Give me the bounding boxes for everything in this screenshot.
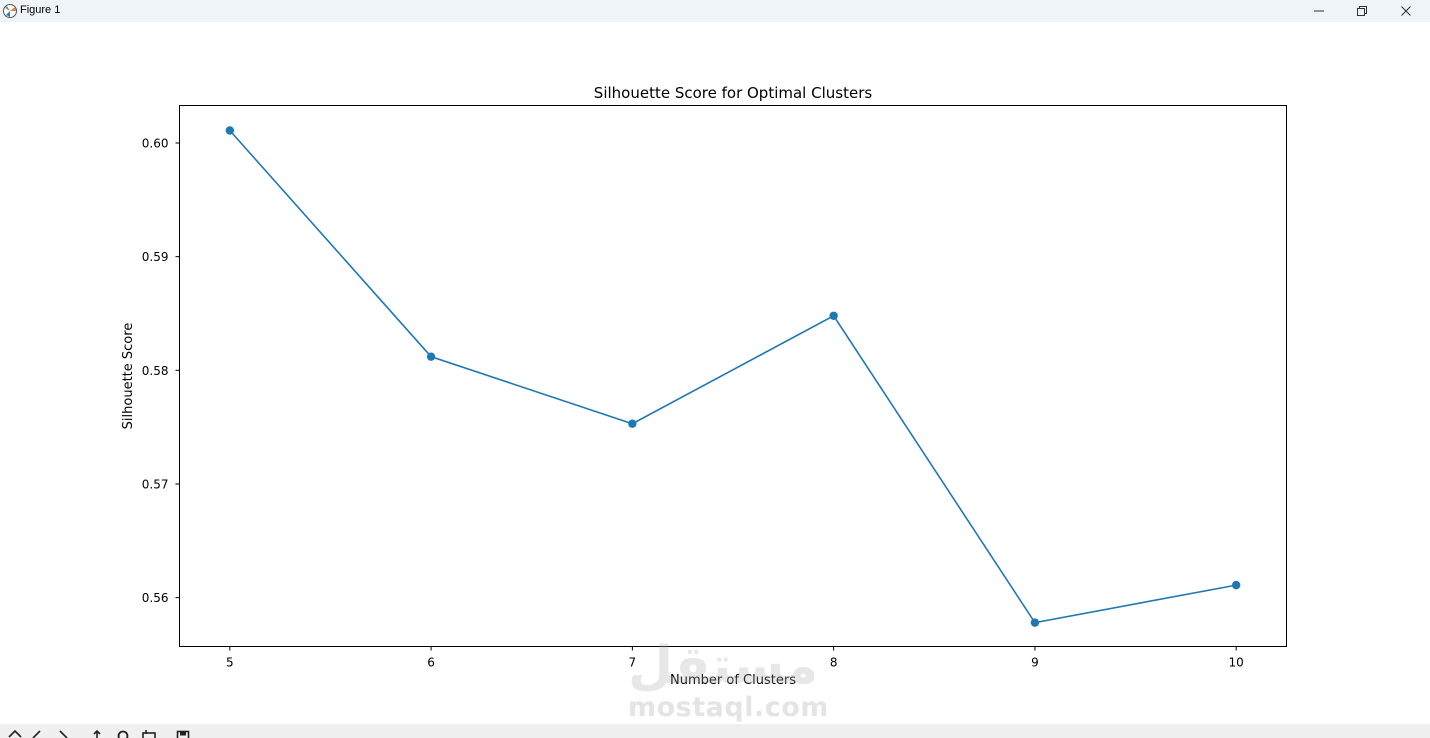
y-tick-label: 0.56 [142, 591, 169, 605]
x-axis-label: Number of Clusters [670, 673, 796, 688]
y-tick-label: 0.60 [142, 137, 169, 151]
x-tick-label: 7 [629, 656, 637, 670]
y-axis-label: Silhouette Score [121, 323, 136, 430]
y-axis: 0.56 0.57 0.58 0.59 0.60 [142, 137, 180, 605]
line-chart: Silhouette Score for Optimal Clusters 5 6… [121, 84, 1287, 688]
x-tick-label: 10 [1229, 656, 1244, 670]
zoom-icon[interactable] [116, 730, 130, 738]
data-point [1231, 580, 1241, 590]
data-point [426, 352, 436, 361]
y-tick-label: 0.58 [142, 364, 169, 378]
home-icon[interactable] [8, 730, 22, 738]
configure-icon[interactable] [142, 730, 156, 738]
data-point [829, 311, 838, 320]
restore-button[interactable] [1340, 0, 1384, 22]
save-icon[interactable] [176, 730, 190, 738]
series-layer [225, 126, 1241, 627]
restore-icon [1357, 6, 1367, 16]
back-icon[interactable] [30, 730, 44, 738]
x-tick-label: 9 [1031, 656, 1039, 670]
x-axis: 5 6 7 8 9 10 [226, 646, 1244, 670]
x-tick-label: 5 [226, 656, 234, 670]
data-point [1030, 618, 1040, 627]
title-bar: Figure 1 [0, 0, 1430, 22]
x-tick-label: 8 [830, 656, 838, 670]
y-tick-label: 0.59 [142, 250, 169, 264]
close-icon [1401, 6, 1411, 16]
close-button[interactable] [1384, 0, 1428, 22]
data-point [225, 126, 235, 135]
minimize-button[interactable] [1297, 0, 1341, 22]
matplotlib-icon [3, 4, 17, 18]
data-point [628, 419, 637, 428]
y-tick-label: 0.57 [142, 477, 169, 491]
window-title: Figure 1 [20, 4, 61, 16]
chart-title: Silhouette Score for Optimal Clusters [594, 84, 873, 102]
minimize-icon [1314, 10, 1324, 12]
navigation-toolbar [0, 724, 1430, 738]
forward-icon[interactable] [56, 730, 70, 738]
plot-area [179, 105, 1287, 647]
x-tick-label: 6 [427, 656, 435, 670]
pan-icon[interactable] [90, 730, 104, 738]
series-line [229, 129, 1237, 624]
